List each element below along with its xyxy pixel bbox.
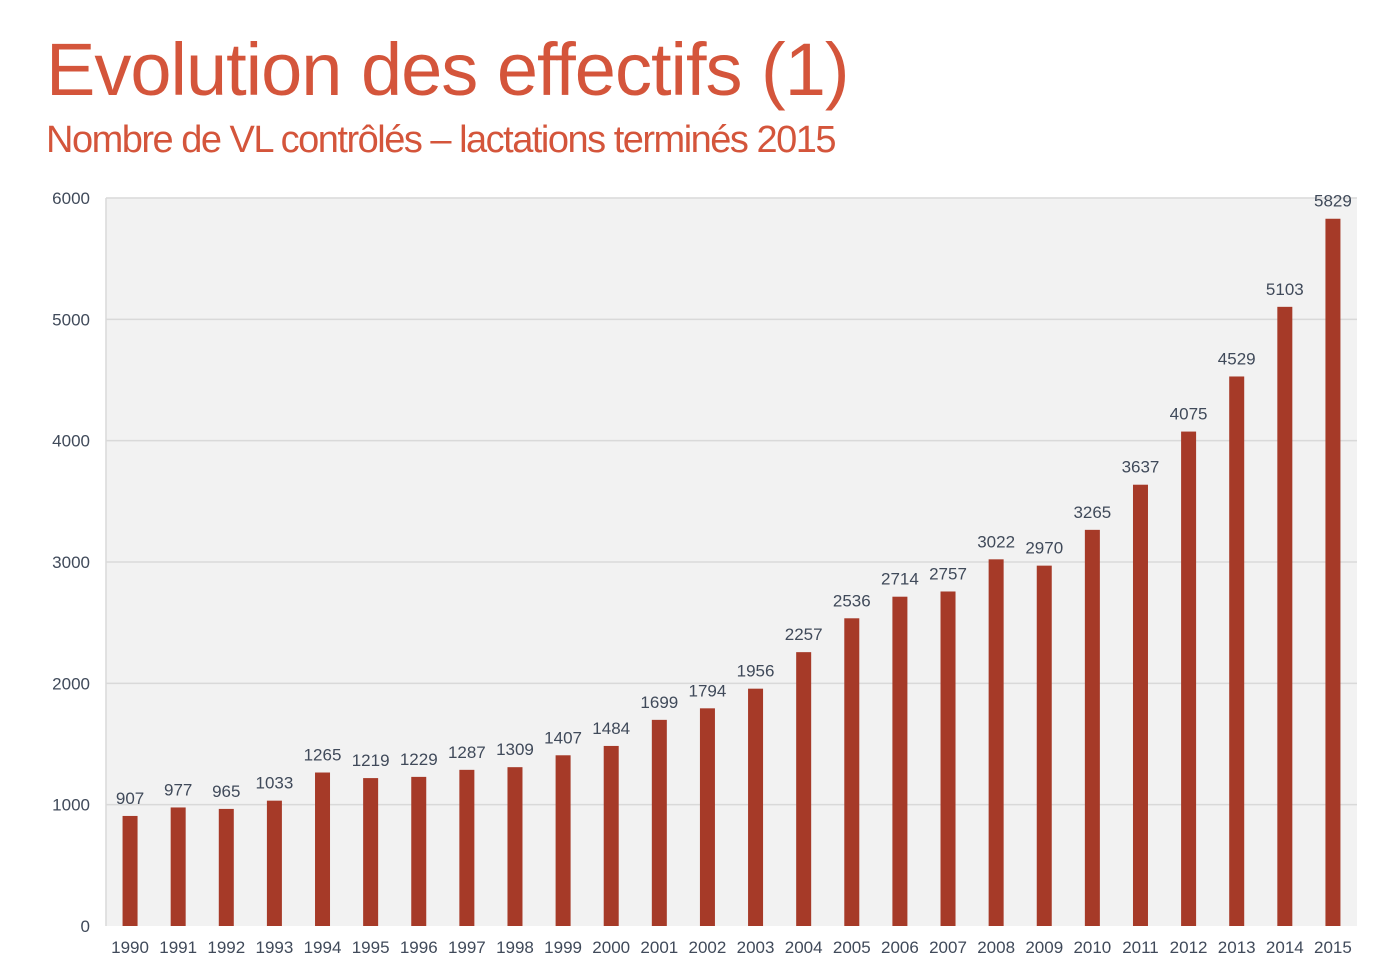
data-label: 2970 (1025, 539, 1063, 558)
x-tick-label: 1999 (544, 938, 582, 957)
y-tick-label: 2000 (52, 674, 90, 693)
bar (1181, 431, 1197, 926)
bar (1084, 529, 1100, 926)
bar (699, 708, 715, 926)
data-label: 1794 (689, 681, 727, 700)
data-label: 2536 (833, 591, 871, 610)
x-tick-label: 2006 (881, 938, 919, 957)
y-tick-label: 0 (81, 917, 90, 936)
data-label: 5103 (1266, 280, 1304, 299)
data-label: 2757 (929, 564, 967, 583)
data-label: 1265 (304, 746, 342, 765)
slide-subtitle: Nombre de VL contrôlés – lactations term… (46, 119, 837, 161)
data-label: 2714 (881, 570, 919, 589)
x-tick-label: 2003 (737, 938, 775, 957)
bar (266, 800, 282, 926)
data-label: 1287 (448, 743, 486, 762)
y-tick-label: 4000 (52, 432, 90, 451)
x-tick-label: 2001 (640, 938, 678, 957)
data-label: 4075 (1170, 405, 1208, 424)
data-label: 1309 (496, 740, 534, 759)
data-label: 3637 (1122, 458, 1160, 477)
bar (363, 778, 379, 926)
bar (651, 719, 667, 926)
bar (122, 815, 138, 926)
data-label: 1699 (640, 693, 678, 712)
slide-title: Evolution des effectifs (1) (46, 28, 850, 111)
x-tick-label: 2013 (1218, 938, 1256, 957)
data-label: 1033 (255, 774, 293, 793)
bar (748, 688, 764, 926)
x-tick-label: 2010 (1073, 938, 1111, 957)
data-label: 1219 (352, 751, 390, 770)
bar (315, 772, 331, 926)
x-tick-label: 1995 (352, 938, 390, 957)
bar (844, 618, 860, 926)
bar (796, 652, 812, 926)
x-tick-label: 2007 (929, 938, 967, 957)
x-tick-label: 2011 (1122, 938, 1159, 957)
bar (988, 559, 1004, 926)
data-label: 1484 (592, 719, 630, 738)
data-label: 2257 (785, 625, 823, 644)
bar (940, 591, 956, 926)
x-tick-label: 2014 (1266, 938, 1304, 957)
x-tick-label: 1997 (448, 938, 486, 957)
bar (603, 745, 619, 926)
bar (459, 769, 475, 926)
bar (1325, 218, 1341, 927)
bar (411, 776, 427, 926)
data-label: 977 (164, 780, 192, 799)
bar (555, 755, 571, 926)
bar (1229, 376, 1245, 926)
x-tick-label: 2012 (1170, 938, 1208, 957)
y-tick-label: 3000 (52, 553, 90, 572)
data-label: 965 (212, 782, 240, 801)
x-tick-label: 1998 (496, 938, 534, 957)
x-tick-label: 2015 (1314, 938, 1352, 957)
bar (1036, 565, 1052, 926)
y-tick-label: 1000 (52, 796, 90, 815)
y-tick-label: 5000 (52, 310, 90, 329)
data-label: 3022 (977, 532, 1015, 551)
x-tick-label: 1991 (159, 938, 197, 957)
bar (170, 807, 186, 926)
x-tick-label: 2009 (1025, 938, 1063, 957)
x-tick-label: 2002 (689, 938, 727, 957)
x-tick-label: 2008 (977, 938, 1015, 957)
bar (1132, 484, 1148, 926)
data-label: 5829 (1314, 192, 1352, 211)
data-label: 1956 (737, 662, 775, 681)
x-tick-label: 2005 (833, 938, 871, 957)
x-tick-label: 2004 (785, 938, 823, 957)
bar (507, 767, 523, 926)
bar (1277, 306, 1293, 926)
data-label: 4529 (1218, 349, 1256, 368)
data-label: 1407 (544, 728, 582, 747)
x-tick-label: 1996 (400, 938, 438, 957)
x-tick-label: 1992 (207, 938, 245, 957)
x-tick-label: 1993 (255, 938, 293, 957)
x-tick-label: 1990 (111, 938, 149, 957)
bar (892, 596, 908, 926)
data-label: 907 (116, 789, 144, 808)
x-tick-label: 1994 (304, 938, 342, 957)
data-label: 3265 (1073, 503, 1111, 522)
y-tick-label: 6000 (52, 189, 90, 208)
bar (218, 808, 234, 926)
data-label: 1229 (400, 750, 438, 769)
x-tick-label: 2000 (592, 938, 630, 957)
